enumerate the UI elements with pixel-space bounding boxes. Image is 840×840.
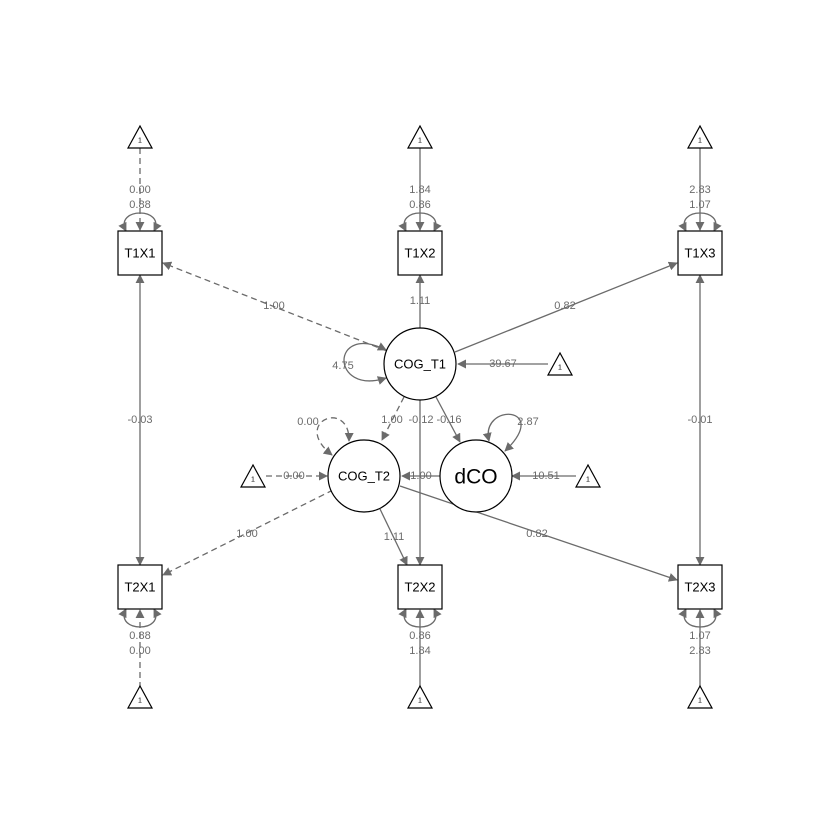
- loading-cog2-t2x1: [162, 489, 334, 576]
- node-t1x2: T1X2: [397, 230, 443, 276]
- node-cog-t2: COG_T2: [327, 439, 401, 513]
- label-path-cog1-cog2: 1.00: [381, 414, 402, 426]
- node-t1x3-label: T1X3: [684, 246, 715, 261]
- variance-loop-t2x2: [398, 608, 442, 628]
- variance-loop-t2x1: [118, 608, 162, 628]
- variance-loop-cog1: [343, 342, 387, 385]
- constant-label: 1: [251, 477, 255, 484]
- label-loading-cog2-t2x1: 1.00: [236, 528, 257, 540]
- constant-triangle-dco: 1: [574, 463, 602, 488]
- label-covariance-x3: -0.01: [687, 414, 712, 426]
- label-variance-cog2: 0.00: [297, 416, 318, 428]
- label-intercept-t1x1: 0.00: [129, 184, 150, 196]
- label-intercept-t2x1: 0.00: [129, 645, 150, 657]
- constant-triangle-bottom-right: 1: [686, 684, 714, 709]
- label-intercept-t2x2: 1.84: [409, 645, 430, 657]
- constant-label: 1: [698, 138, 702, 145]
- variance-loop-t1x1: [118, 212, 162, 232]
- node-t1x2-label: T1X2: [404, 246, 435, 261]
- node-t2x2: T2X2: [397, 564, 443, 610]
- node-cog-t2-label: COG_T2: [338, 469, 390, 484]
- constant-triangle-top-right: 1: [686, 124, 714, 149]
- node-t2x3: T2X3: [677, 564, 723, 610]
- variance-loop-t2x3: [678, 608, 722, 628]
- label-variance-t2x1: 0.88: [129, 630, 150, 642]
- constant-label: 1: [418, 138, 422, 145]
- loading-cog2-t2x3: [399, 485, 678, 582]
- label-variance-t1x2: 0.86: [409, 199, 430, 211]
- label-intercept-cog1: 39.67: [489, 358, 517, 370]
- node-dco: dCO: [439, 439, 513, 513]
- label-path-dco-cog2: 1.00: [410, 470, 431, 482]
- label-variance-t1x3: 1.07: [689, 199, 710, 211]
- label-intercept-t1x3: 2.83: [689, 184, 710, 196]
- label-covariance-x1: -0.03: [127, 414, 152, 426]
- label-variance-t2x2: 0.86: [409, 630, 430, 642]
- label-variance-dco: 2.87: [517, 416, 538, 428]
- label-variance-t2x3: 1.07: [689, 630, 710, 642]
- constant-label: 1: [418, 698, 422, 705]
- label-path-cog1-dco: -0.16: [436, 414, 461, 426]
- label-intercept-dco: 10.51: [532, 470, 560, 482]
- node-t2x1-label: T2X1: [124, 580, 155, 595]
- constant-label: 1: [586, 477, 590, 484]
- node-cog-t1-label: COG_T1: [394, 357, 446, 372]
- node-dco-label: dCO: [454, 466, 497, 489]
- constant-triangle-cog1: 1: [546, 351, 574, 376]
- label-loading-cog1-t1x2: 1.11: [410, 295, 431, 307]
- label-variance-t1x1: 0.88: [129, 199, 150, 211]
- variance-loop-t1x2: [398, 212, 442, 232]
- variance-loop-dco: [482, 413, 522, 452]
- label-loading-cog2-t2x2: 1.11: [384, 531, 405, 543]
- label-loading-cog2-t2x3: 0.82: [526, 528, 547, 540]
- node-t2x1: T2X1: [117, 564, 163, 610]
- node-t1x3: T1X3: [677, 230, 723, 276]
- constant-label: 1: [558, 365, 562, 372]
- node-t1x1: T1X1: [117, 230, 163, 276]
- label-intercept-cog2: 0.00: [283, 470, 304, 482]
- constant-triangle-bottom-left: 1: [126, 684, 154, 709]
- path-cog1-dco: [435, 396, 461, 443]
- node-t2x3-label: T2X3: [684, 580, 715, 595]
- constant-label: 1: [698, 698, 702, 705]
- label-intercept-t2x3: 2.83: [689, 645, 710, 657]
- loading-cog1-t1x3: [454, 261, 678, 353]
- label-variance-cog1: 4.75: [332, 360, 353, 372]
- node-cog-t1: COG_T1: [383, 327, 457, 401]
- constant-triangle-bottom-middle: 1: [406, 684, 434, 709]
- label-intercept-t1x2: 1.84: [409, 184, 430, 196]
- loading-cog1-t1x1: [162, 261, 388, 352]
- constant-label: 1: [138, 698, 142, 705]
- path-cog1-cog2: [381, 396, 405, 441]
- node-t1x1-label: T1X1: [124, 246, 155, 261]
- label-loading-cog1-t1x3: 0.82: [554, 300, 575, 312]
- constant-triangle-cog2: 1: [239, 463, 267, 488]
- loading-cog2-t2x2: [379, 508, 408, 566]
- variance-loop-cog2: [316, 417, 354, 456]
- constant-triangle-top-left: 1: [126, 124, 154, 149]
- node-t2x2-label: T2X2: [404, 580, 435, 595]
- label-loading-cog1-t1x1: 1.00: [263, 300, 284, 312]
- variance-loop-t1x3: [678, 212, 722, 232]
- constant-label: 1: [138, 138, 142, 145]
- label-path-cog1-t2x2: -0.12: [408, 414, 433, 426]
- constant-triangle-top-middle: 1: [406, 124, 434, 149]
